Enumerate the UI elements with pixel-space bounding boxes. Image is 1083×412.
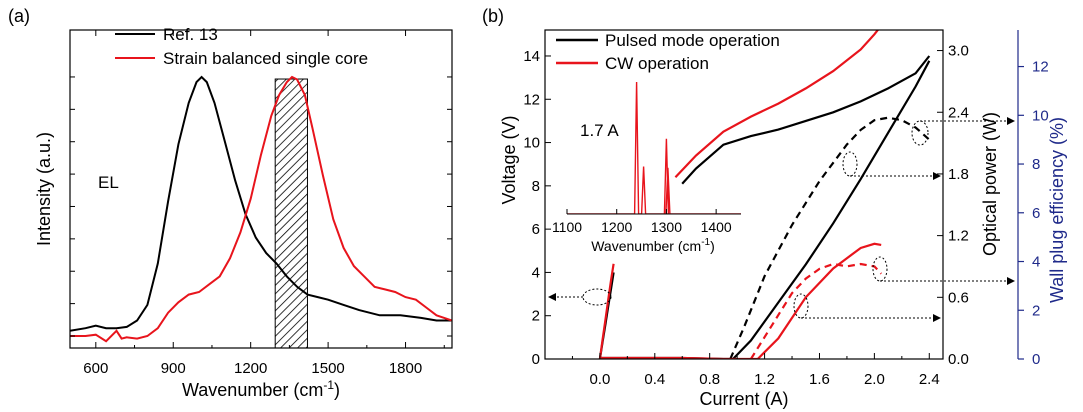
voltage-axis-title: Voltage (V) — [499, 115, 519, 204]
series-cw-voltage — [674, 30, 880, 178]
wpe-axis-title: Wall plug efficiency (%) — [1047, 117, 1067, 303]
voltage-tick-label: 0 — [532, 351, 540, 368]
inset-x-ticks: 1100 1200 1300 1400 — [552, 209, 732, 235]
x-tick-label: 0.8 — [699, 371, 720, 388]
panel-b-ticks: 0.0 0.4 0.8 1.2 1.6 2.0 2.4 0 2 4 6 8 10 12 14 0.0 0.6 1.… — [523, 43, 969, 388]
panel-a-frame — [69, 29, 453, 349]
voltage-tick-label: 12 — [523, 91, 540, 108]
voltage-tick-label: 8 — [532, 178, 540, 195]
x-tick-label: 600 — [83, 360, 108, 377]
voltage-tick-label: 2 — [532, 308, 540, 325]
power-tick-label: 1.2 — [948, 228, 969, 245]
inset-x-tick-label: 1200 — [601, 219, 632, 235]
x-tick-label: 2.4 — [919, 371, 940, 388]
inset-annotation-current: 1.7 A — [580, 121, 619, 140]
series-cw-optical-power — [599, 242, 882, 359]
inset-x-title-close: ) — [710, 238, 715, 254]
power-tick-label: 0.6 — [948, 289, 969, 306]
panel-b-liv-chart: (b) 0.0 0.4 0.8 1.2 1.6 2.0 2.4024681012140.00… — [482, 6, 1067, 409]
x-tick-label: 0.4 — [644, 371, 665, 388]
x-tick-label: 1.2 — [754, 371, 775, 388]
wpe-axis-ticks: 0 2 4 6 8 10 12 — [1018, 59, 1049, 368]
power-tick-label: 2.4 — [948, 104, 969, 121]
panel-b-x-axis-title: Current (A) — [699, 389, 788, 409]
wpe-tick-label: 4 — [1032, 254, 1040, 271]
axis-pointer-annotations — [548, 117, 1015, 322]
inset-x-title-sup: -1 — [701, 237, 710, 248]
inset-x-tick-label: 1300 — [651, 219, 682, 235]
wpe-tick-label: 6 — [1032, 205, 1040, 222]
wpe-tick-label: 12 — [1032, 59, 1049, 76]
shaded-band — [274, 78, 308, 349]
series-line-ref13 — [70, 75, 452, 332]
panel-b-series — [598, 30, 931, 359]
panel-a-y-ticks — [70, 76, 452, 337]
series-pulsed-voltage — [681, 55, 931, 185]
power-tick-label: 3.0 — [948, 43, 969, 60]
wpe-tick-label: 0 — [1032, 351, 1040, 368]
panel-b-label: (b) — [482, 6, 504, 26]
x-tick-label: 1500 — [311, 360, 344, 377]
annotation-el: EL — [98, 173, 119, 192]
x-axis-title-text: Wavenumber (cm — [182, 380, 323, 400]
x-tick-label: 0.0 — [589, 371, 610, 388]
x-tick-label: 1800 — [389, 360, 422, 377]
wpe-tick-label: 8 — [1032, 156, 1040, 173]
series-pulsed-wall-plug-efficiency — [729, 116, 931, 359]
legend-label-pulsed: Pulsed mode operation — [605, 31, 780, 50]
series-cw-wall-plug-efficiency — [749, 262, 883, 359]
series-line-strain-balanced — [70, 75, 452, 343]
series-pulsed-optical-power — [599, 60, 931, 359]
voltage-tick-label: 4 — [532, 264, 540, 281]
inset-x-axis-title: Wavenumber (cm-1) — [591, 237, 715, 254]
legend-label-strain-balanced: Strain balanced single core — [163, 49, 368, 68]
panel-a-x-axis-title: Wavenumber (cm-1) — [182, 378, 340, 400]
series-cw-voltage — [598, 263, 615, 359]
wpe-tick-label: 2 — [1032, 302, 1040, 319]
panel-a-x-ticks: 600 900 1200 1500 1800 — [83, 30, 445, 377]
x-axis-title-close: ) — [334, 380, 340, 400]
ellipse-cw-power — [793, 293, 809, 319]
voltage-tick-label: 14 — [523, 48, 540, 65]
x-tick-label: 2.0 — [864, 371, 885, 388]
x-axis-title-sup: -1 — [323, 378, 334, 392]
ellipse-pulsed-wpe — [911, 120, 929, 146]
voltage-tick-label: 6 — [532, 221, 540, 238]
ellipse-pulsed-voltage — [582, 288, 612, 306]
x-tick-label: 1200 — [234, 360, 267, 377]
power-tick-label: 0.0 — [948, 351, 969, 368]
panel-a-spectrum-chart: (a) 600 900 1200 1500 1800 Ref. 13 Strain ba… — [8, 6, 453, 400]
panel-a-label: (a) — [8, 6, 30, 26]
power-tick-label: 1.8 — [948, 166, 969, 183]
inset-spectrum: 1100 1200 1300 1400 1.7 A Wavenumber (cm-1) — [552, 81, 741, 254]
panel-b-frame — [544, 29, 944, 360]
voltage-tick-label: 10 — [523, 135, 540, 152]
ellipse-pulsed-power — [842, 151, 858, 177]
inset-peaks — [567, 81, 741, 214]
optical-power-axis-title: Optical power (W) — [980, 112, 1000, 256]
legend-label-cw: CW operation — [605, 54, 709, 73]
panel-a-series — [70, 75, 452, 343]
x-tick-label: 900 — [161, 360, 186, 377]
wpe-tick-label: 10 — [1032, 107, 1049, 124]
inset-spectrum-line — [567, 81, 741, 214]
shaded-band-rect — [274, 78, 308, 349]
inset-x-title-text: Wavenumber (cm — [591, 238, 701, 254]
panel-a-y-axis-title: Intensity (a.u.) — [34, 132, 54, 246]
x-tick-label: 1.6 — [809, 371, 830, 388]
legend-label-ref13: Ref. 13 — [163, 25, 218, 44]
inset-x-tick-label: 1400 — [701, 219, 732, 235]
inset-x-tick-label: 1100 — [552, 219, 582, 235]
ellipse-cw-wpe — [872, 256, 888, 282]
